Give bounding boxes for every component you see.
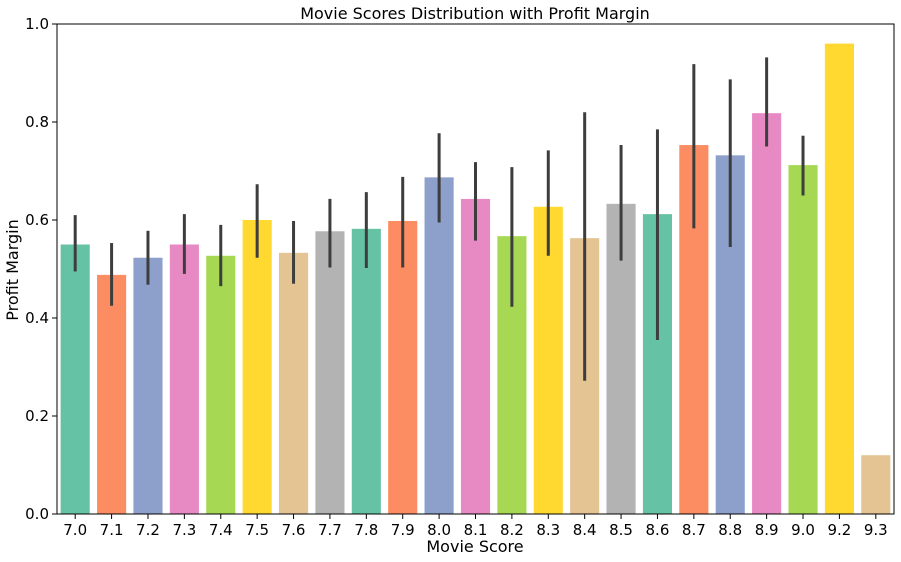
- x-axis: 7.0 7.1 7.2 7.3 7.4 7.5 7.6 7.7 7.8 7.9 8.0 8.1 8.2 8…: [63, 514, 888, 539]
- y-tick-label: 1.0: [25, 15, 49, 33]
- x-tick-label: 8.0: [427, 521, 451, 539]
- bar-7.4: [206, 255, 236, 514]
- bar-7.9: [388, 220, 418, 515]
- x-tick-label: 8.2: [500, 521, 524, 539]
- y-tick-label: 0.8: [25, 113, 49, 131]
- x-tick-label: 8.8: [718, 521, 742, 539]
- x-tick-label: 8.6: [646, 521, 670, 539]
- x-tick-label: 7.7: [318, 521, 342, 539]
- bar-7.1: [97, 274, 127, 514]
- bar-7.8: [351, 228, 381, 514]
- x-tick-label: 8.7: [682, 521, 706, 539]
- y-axis-title: Profit Margin: [3, 219, 22, 320]
- y-tick-label: 0.4: [25, 309, 49, 327]
- x-tick-label: 7.0: [63, 521, 87, 539]
- x-tick-label: 8.4: [573, 521, 597, 539]
- x-tick-label: 7.9: [391, 521, 415, 539]
- bar-8.0: [424, 177, 454, 514]
- bar-8.3: [533, 206, 563, 514]
- x-tick-label: 8.1: [464, 521, 488, 539]
- y-tick-label: 0.2: [25, 407, 49, 425]
- y-axis: 0.0 0.2 0.4 0.6 0.8 1.0: [25, 15, 57, 523]
- bar-9.0: [788, 165, 818, 514]
- x-tick-label: 7.3: [172, 521, 196, 539]
- x-tick-label: 7.5: [245, 521, 269, 539]
- bar-7.6: [278, 252, 309, 514]
- bar-7.0: [60, 244, 90, 514]
- x-tick-label: 8.3: [536, 521, 560, 539]
- bar-7.3: [169, 244, 199, 514]
- x-tick-label: 8.9: [755, 521, 779, 539]
- plot-frame: [56, 23, 895, 515]
- chart-title: Movie Scores Distribution with Profit Ma…: [300, 4, 650, 23]
- x-axis-title: Movie Score: [426, 537, 523, 556]
- x-tick-label: 7.1: [100, 521, 124, 539]
- bar-7.2: [133, 257, 163, 514]
- bar-8.9: [752, 113, 782, 515]
- y-tick-label: 0.6: [25, 211, 49, 229]
- x-tick-label: 8.5: [609, 521, 633, 539]
- x-tick-label: 9.0: [791, 521, 815, 539]
- bar-9.2: [824, 43, 854, 514]
- x-tick-label: 7.2: [136, 521, 160, 539]
- x-tick-label: 7.6: [282, 521, 306, 539]
- x-tick-label: 9.2: [827, 521, 851, 539]
- y-tick-label: 0.0: [25, 505, 49, 523]
- x-tick-label: 9.3: [864, 521, 888, 539]
- bars-group: [60, 43, 891, 515]
- bar-8.1: [460, 198, 491, 514]
- bar-7.5: [242, 220, 272, 514]
- bar-7.7: [315, 231, 345, 514]
- x-tick-label: 7.8: [354, 521, 378, 539]
- bar-9.3: [861, 455, 891, 514]
- x-tick-label: 7.4: [209, 521, 233, 539]
- error-bars-group: [73, 57, 805, 381]
